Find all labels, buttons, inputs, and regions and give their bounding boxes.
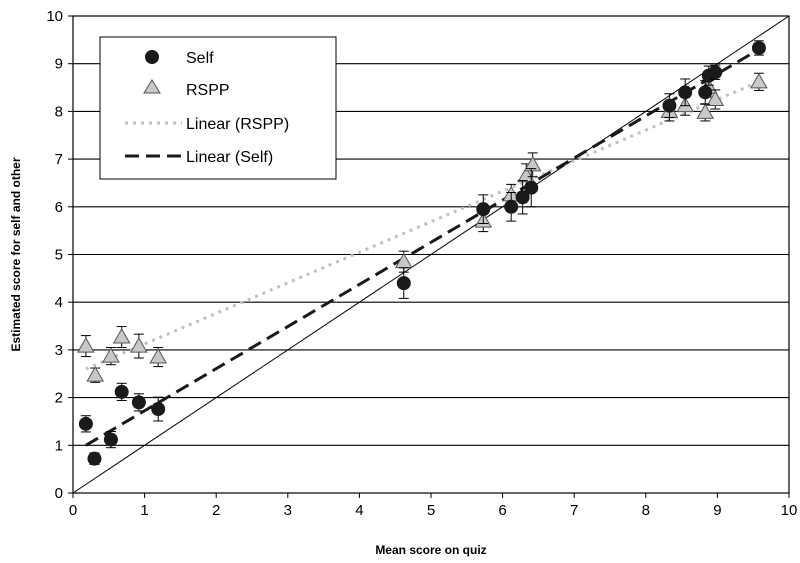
data-marks	[77, 40, 768, 466]
marker-self-16	[751, 40, 766, 55]
marker-rspp-10	[523, 155, 542, 172]
marker-rspp-16	[750, 72, 768, 89]
point-rspp-1	[86, 366, 105, 383]
legend: Self RSPP Linear (RSPP) Linear (Self)	[99, 36, 337, 180]
marker-self-8	[504, 199, 519, 214]
point-self-16	[751, 40, 766, 56]
y-tick-label-4: 4	[55, 294, 63, 311]
point-self-7	[476, 194, 491, 224]
point-rspp-2	[102, 347, 120, 366]
trendline-linear-self	[85, 48, 760, 447]
y-tick-label-3: 3	[55, 342, 63, 359]
y-tick-label-10: 10	[46, 8, 63, 25]
x-tick-label-7: 7	[570, 502, 578, 519]
marker-self-10	[524, 180, 539, 195]
marker-self-5	[151, 402, 166, 417]
point-self-5	[151, 396, 166, 422]
marker-self-4	[131, 395, 146, 410]
point-self-10	[524, 168, 539, 208]
y-tick-label-5: 5	[55, 247, 63, 264]
point-self-3	[114, 382, 129, 401]
y-tick-label-6: 6	[55, 199, 63, 216]
point-rspp-16	[750, 72, 768, 91]
x-tick-label-2: 2	[212, 502, 220, 519]
marker-rspp-0	[77, 337, 95, 353]
x-tick-label-5: 5	[427, 502, 435, 519]
point-rspp-5	[149, 347, 168, 368]
point-self-11	[662, 93, 677, 119]
point-rspp-13	[696, 103, 715, 122]
legend-label-rspp: RSPP	[186, 82, 230, 99]
legend-marker-self	[145, 50, 159, 64]
point-self-15	[708, 64, 723, 80]
y-tick-label-2: 2	[55, 390, 63, 407]
point-self-9	[515, 180, 530, 215]
marker-self-9	[515, 190, 530, 205]
legend-marker-rspp	[143, 79, 161, 94]
y-tick-label-9: 9	[55, 56, 63, 73]
marker-rspp-3	[112, 328, 131, 344]
y-tick-label-1: 1	[55, 437, 63, 454]
marker-rspp-1	[86, 366, 105, 382]
x-tick-label-10: 10	[781, 502, 798, 519]
point-rspp-10	[523, 152, 542, 178]
x-tick-label-4: 4	[355, 502, 363, 519]
x-tick-label-0: 0	[69, 502, 77, 519]
point-self-2	[103, 430, 118, 449]
marker-self-15	[708, 65, 723, 80]
legend-label-linear-self: Linear (Self)	[186, 149, 273, 166]
y-tick-label-7: 7	[55, 151, 63, 168]
marker-self-0	[78, 416, 93, 431]
y-tick-label-0: 0	[55, 485, 63, 502]
legend-label-self: Self	[186, 50, 214, 67]
x-tick-label-6: 6	[498, 502, 506, 519]
marker-rspp-2	[102, 347, 120, 363]
marker-rspp-5	[149, 348, 168, 364]
marker-self-3	[114, 384, 129, 399]
legend-box	[99, 36, 337, 180]
marker-self-11	[662, 98, 677, 113]
marker-self-2	[103, 432, 118, 447]
point-self-8	[504, 191, 519, 222]
marker-rspp-13	[696, 103, 715, 119]
legend-label-linear-rspp: Linear (RSPP)	[186, 116, 289, 133]
point-rspp-3	[112, 326, 131, 349]
point-self-0	[78, 415, 93, 433]
x-tick-label-8: 8	[642, 502, 650, 519]
x-tick-label-1: 1	[140, 502, 148, 519]
x-tick-label-9: 9	[713, 502, 721, 519]
marker-self-13	[698, 85, 713, 100]
y-tick-label-8: 8	[55, 103, 63, 120]
point-self-6	[396, 267, 411, 299]
point-self-1	[87, 451, 102, 466]
x-tick-label-3: 3	[284, 502, 292, 519]
marker-rspp-15	[706, 90, 725, 106]
point-rspp-4	[130, 333, 148, 359]
point-self-12	[678, 78, 693, 107]
point-self-4	[131, 393, 146, 412]
marker-self-12	[678, 85, 693, 100]
marker-self-1	[87, 451, 102, 466]
x-axis-label: Mean score on quiz	[375, 543, 486, 557]
trendlines	[85, 48, 760, 447]
point-rspp-15	[706, 89, 725, 110]
marker-self-6	[396, 276, 411, 291]
point-rspp-0	[77, 335, 95, 358]
axis-ticks: 0 1 2 3 4 5 6 7 8 9 10 0 1 2 3 4 5 6 7 8 9 10	[46, 8, 797, 519]
y-axis-label: Estimated score for self and other	[9, 157, 23, 351]
marker-self-7	[476, 202, 491, 217]
marker-rspp-9	[517, 166, 536, 183]
trendline-linear-rspp	[85, 80, 760, 371]
marker-rspp-4	[130, 337, 148, 353]
